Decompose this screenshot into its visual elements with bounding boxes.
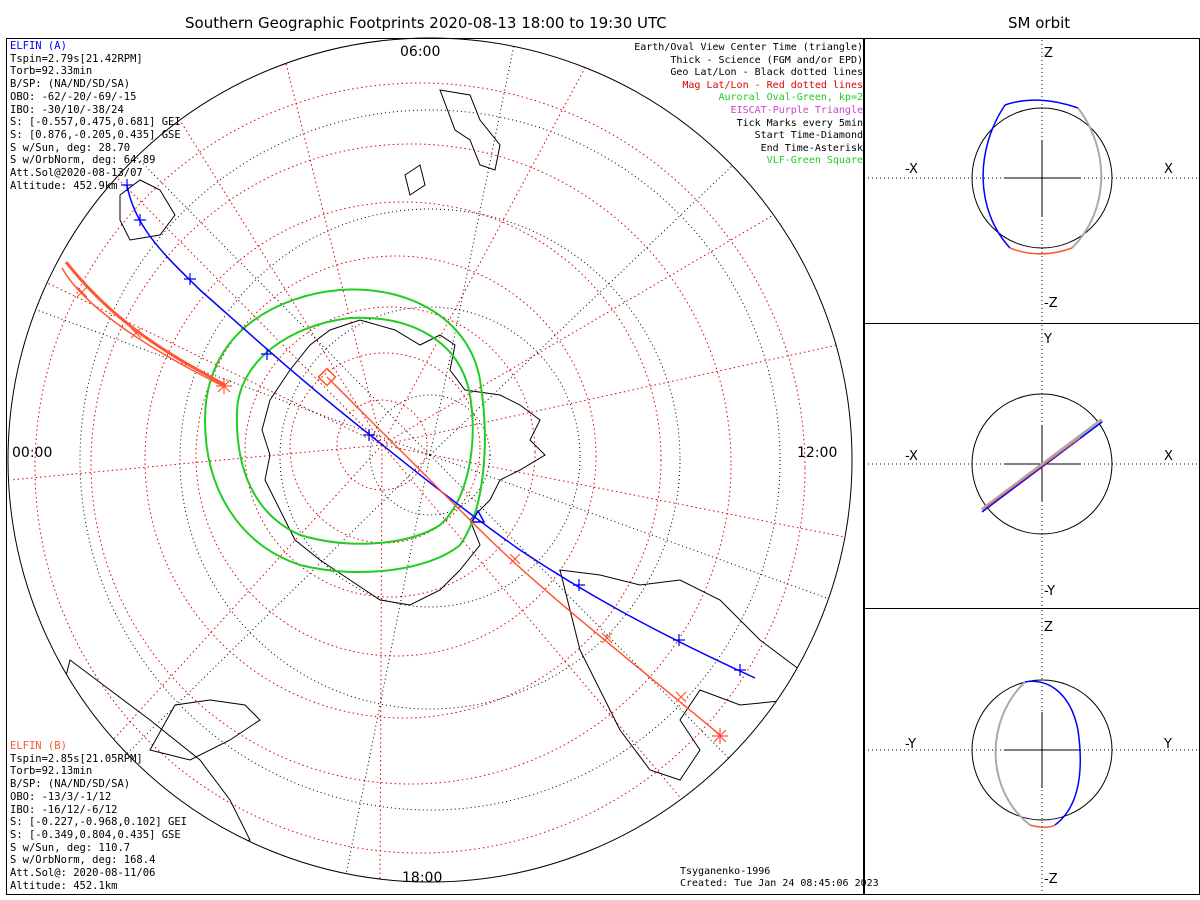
sm2-bottom-label: -Y (1044, 584, 1056, 599)
globe-outline (7, 37, 853, 883)
legend-item: Earth/Oval View Center Time (triangle) (634, 42, 863, 53)
legend-item: End Time-Asterisk (760, 142, 863, 154)
mlt-label-top: 06:00 (400, 44, 441, 60)
sm1-top-label: Z (1044, 46, 1053, 61)
elfin-b-line: Tspin=2.85s[21.05RPM] (10, 752, 143, 765)
elfin-a-line: B/SP: (NA/ND/SD/SA) (10, 78, 131, 91)
legend-item: Auroral Oval-Green, kp=2 (718, 92, 864, 104)
elfin-a-line: S: [-0.557,0.475,0.681] GEI (10, 116, 181, 129)
main-title: Southern Geographic Footprints 2020-08-1… (185, 14, 667, 32)
legend-item: Tick Marks every 5min (736, 117, 863, 129)
legend-item: Geo Lat/Lon - Black dotted lines (670, 67, 863, 79)
geo-grid (9, 39, 852, 881)
legend-item: Thick - Science (FGM and/or EPD) (670, 54, 863, 66)
elfin-b-track (61, 261, 728, 744)
legend-item: Start Time-Diamond (754, 130, 863, 142)
elfin-b-line: S: [-0.349,0.804,0.435] GSE (10, 828, 181, 841)
sm3-top-label: Z (1044, 620, 1053, 635)
mlt-label-left: 00:00 (12, 445, 53, 461)
sm1-bottom-label: -Z (1044, 296, 1058, 311)
sm1-left-label: -X (905, 162, 918, 177)
elfin-b-line: S: [-0.227,-0.968,0.102] GEI (10, 816, 188, 829)
elfin-a-line: Altitude: 452.9km (10, 179, 118, 192)
mlt-label-bottom: 18:00 (402, 870, 443, 886)
elfin-a-info: ELFIN (A) Tspin=2.79s[21.42RPM] Torb=92.… (10, 40, 181, 192)
elfin-a-line: IBO: -30/10/-38/24 (10, 103, 124, 116)
legend-item: VLF-Green Square (766, 155, 863, 167)
elfin-b-line: B/SP: (NA/ND/SD/SA) (10, 778, 131, 791)
elfin-a-line: S: [0.876,-0.205,0.435] GSE (10, 128, 181, 141)
elfin-a-track (121, 179, 756, 679)
sm-orbit-title: SM orbit (1008, 14, 1071, 32)
mlt-label-right: 12:00 (797, 445, 838, 461)
elfin-b-line: Torb=92.13min (10, 765, 93, 778)
sm3-bottom-label: -Z (1044, 872, 1058, 887)
model-name: Tsyganenko-1996 (680, 866, 771, 877)
elfin-a-line: S w/Sun, deg: 28.70 (10, 141, 131, 154)
coastlines (59, 89, 801, 851)
elfin-b-line: S w/OrbNorm, deg: 168.4 (10, 854, 156, 867)
elfin-b-line: OBO: -13/3/-1/12 (10, 790, 112, 803)
elfin-a-line: OBO: -62/-20/-69/-15 (10, 90, 137, 103)
elfin-b-line: Att.Sol@: 2020-08-11/06 (10, 867, 156, 880)
mag-grid (8, 39, 852, 882)
elfin-b-line: Altitude: 452.1km (10, 879, 118, 892)
elfin-b-label: ELFIN (B) (10, 740, 67, 752)
elfin-b-line: S w/Sun, deg: 110.7 (10, 841, 131, 854)
sm2-right-label: X (1164, 449, 1173, 464)
elfin-a-line: Att.Sol@2020-08-13/07 (10, 167, 143, 180)
legend-item: EISCAT-Purple Triangle (730, 104, 863, 116)
sm3-left-label: -Y (905, 737, 917, 752)
map-legend: Earth/Oval View Center Time (triangle) T… (634, 42, 863, 168)
sm2-top-label: Y (1044, 332, 1052, 347)
elfin-a-line: Tspin=2.79s[21.42RPM] (10, 52, 143, 65)
elfin-a-line: Torb=92.33min (10, 65, 93, 78)
legend-item: Mag Lat/Lon - Red dotted lines (682, 79, 863, 91)
sm-orbit-plots (864, 40, 1200, 893)
elfin-b-line: IBO: -16/12/-6/12 (10, 803, 118, 816)
sm3-right-label: Y (1164, 737, 1172, 752)
sm2-left-label: -X (905, 449, 918, 464)
credit-block: Tsyganenko-1996 Created: Tue Jan 24 08:4… (680, 866, 879, 890)
auroral-oval (203, 288, 486, 573)
elfin-a-label: ELFIN (A) (10, 40, 67, 52)
elfin-b-info: ELFIN (B) Tspin=2.85s[21.05RPM] Torb=92.… (10, 740, 187, 892)
sm1-right-label: X (1164, 162, 1173, 177)
elfin-a-line: S w/OrbNorm, deg: 64.89 (10, 154, 156, 167)
created-timestamp: Created: Tue Jan 24 08:45:06 2023 (680, 878, 879, 889)
